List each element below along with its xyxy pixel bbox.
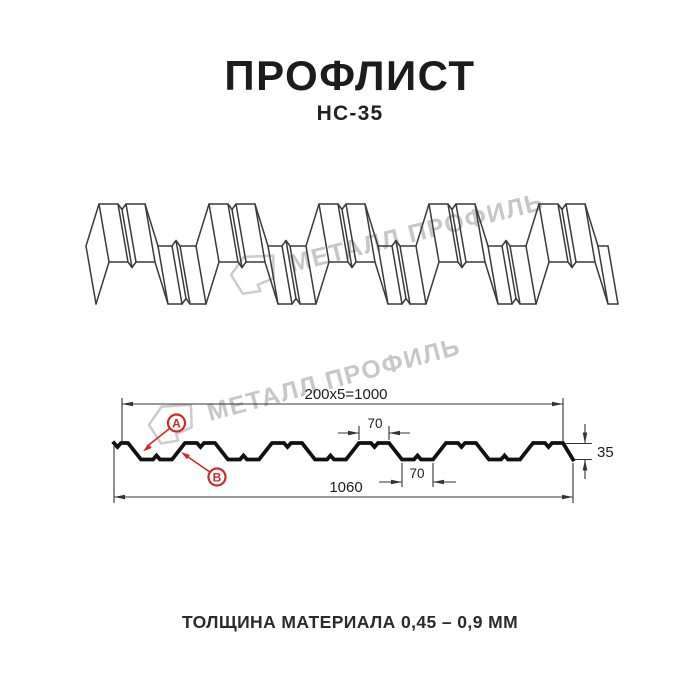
metal-profile-logo-icon [147,403,193,445]
dim-label-modules: 200x5=1000 [305,386,388,403]
dim-label-crest-width: 70 [367,416,382,431]
marker-b-letter: B [213,471,222,485]
thickness-note: ТОЛЩИНА МАТЕРИАЛА 0,45 – 0,9 ММ [181,612,519,632]
marker-b-arrow-line [184,453,211,473]
marker-b-arrowhead [181,452,190,460]
watermark-brand-upper: МЕТАЛЛ ПРОФИЛЬ [223,180,549,301]
watermark-brand-lower: МЕТАЛЛ ПРОФИЛЬ [140,325,465,452]
page-title: ПРОФЛИСТ [224,52,476,99]
dimension-lines [113,398,592,503]
marker-b-circle [207,467,227,487]
dim-label-total-width: 1060 [329,479,362,496]
dim-label-height: 35 [597,444,614,461]
cross-section-profile [111,440,576,463]
marker-a: A [143,413,187,452]
product-model: НС-35 [316,102,384,125]
marker-a-letter: A [172,417,181,431]
marker-a-arrowhead [143,443,152,452]
dim-label-valley-width: 70 [409,466,424,481]
marker-a-circle [166,413,187,433]
profile-3d-view [85,203,619,305]
metal-profile-logo-icon [229,254,275,295]
marker-a-arrow-line [146,427,171,448]
cross-section-view: 200x5=1000 1060 70 70 35 A B [111,386,614,503]
marker-b: B [181,452,227,487]
